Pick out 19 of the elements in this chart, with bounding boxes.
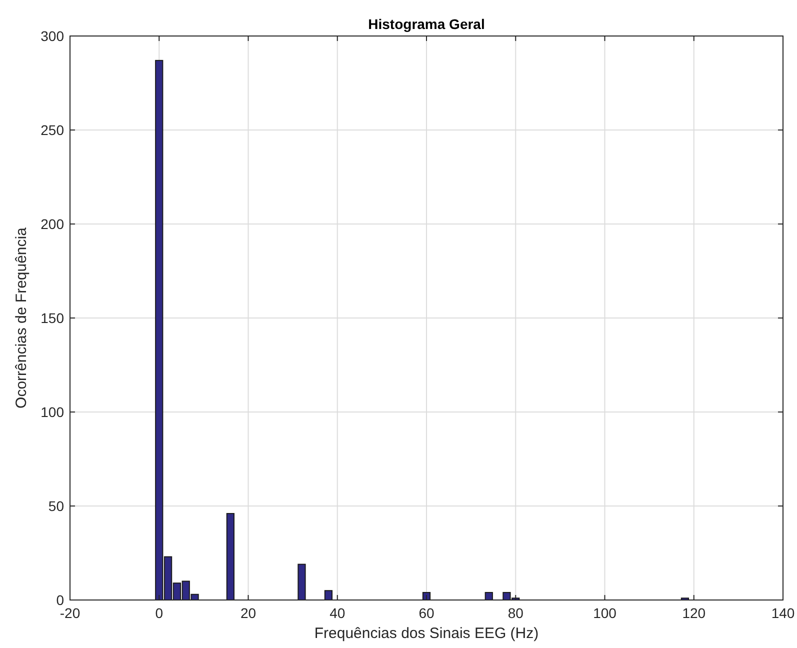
- x-tick-label: 140: [771, 605, 795, 621]
- x-tick-label: 40: [330, 605, 346, 621]
- x-tick-label: 60: [418, 605, 434, 621]
- y-tick-label: 0: [56, 592, 64, 608]
- x-tick-label: 100: [593, 605, 617, 621]
- y-tick-label: 300: [40, 28, 64, 44]
- y-tick-label: 250: [40, 122, 64, 138]
- y-tick-label: 50: [48, 498, 64, 514]
- x-tick-label: 120: [682, 605, 706, 621]
- y-tick-label: 200: [40, 216, 64, 232]
- x-tick-label: 0: [155, 605, 164, 621]
- x-tick-label: 20: [240, 605, 256, 621]
- y-tick-label: 100: [40, 404, 64, 420]
- chart-title: Histograma Geral: [368, 16, 485, 32]
- x-tick-label: -20: [60, 605, 80, 621]
- y-tick-label: 150: [40, 310, 64, 326]
- x-axis-title: Frequências dos Sinais EEG (Hz): [314, 625, 539, 642]
- y-axis-title: Ocorrências de Frequência: [13, 226, 30, 408]
- x-tick-label: 80: [508, 605, 524, 621]
